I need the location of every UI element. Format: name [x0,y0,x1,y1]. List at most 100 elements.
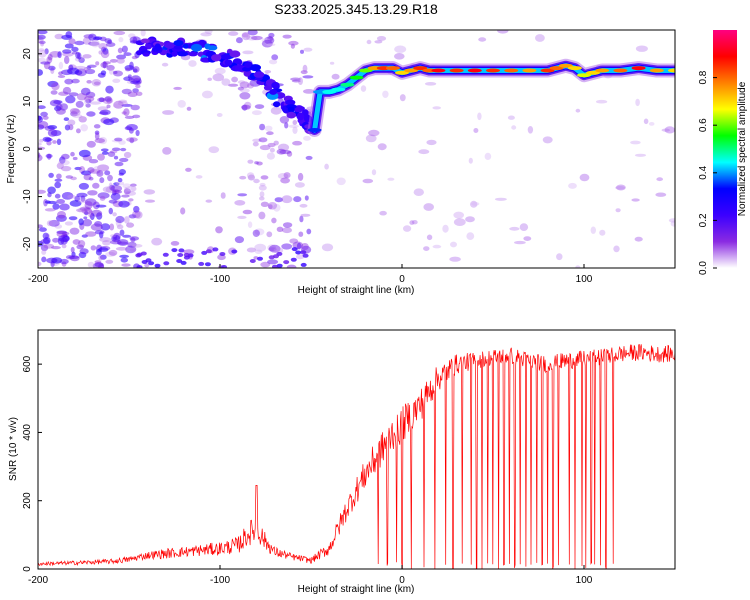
snr-frame [37,329,676,570]
noise-speckle [273,140,279,146]
noise-speckle [291,79,301,83]
noise-speckle [98,111,109,115]
noise-speckle [590,226,596,234]
noise-speckle [41,249,47,255]
noise-speckle [123,76,133,81]
noise-speckle [135,253,142,258]
noise-speckle [305,155,313,160]
noise-speckle [271,54,279,61]
noise-speckle [247,30,258,36]
noise-speckle [48,219,60,227]
noise-speckle [409,220,415,225]
noise-speckle [84,201,93,210]
noise-speckle [61,192,74,200]
noise-speckle [271,217,277,224]
noise-speckle [180,260,187,265]
ridge-point [340,82,355,87]
noise-speckle [331,73,340,80]
noise-speckle [204,262,211,267]
noise-speckle [70,246,75,253]
noise-speckle [303,47,313,52]
noise-speckle [90,212,95,221]
noise-speckle [46,257,58,264]
noise-speckle [98,255,103,261]
noise-speckle [123,108,130,116]
noise-speckle [50,246,61,250]
diagonal-feature-blob [269,89,278,95]
noise-speckle [294,182,305,188]
x-tick-label: -100 [210,274,230,285]
noise-speckle [299,203,308,208]
noise-speckle [50,90,58,95]
noise-speckle [94,130,100,135]
noise-speckle [129,248,136,252]
ridge-point [307,128,322,132]
noise-speckle [231,249,238,254]
noise-speckle [94,138,106,144]
noise-speckle [170,241,180,246]
noise-speckle [56,230,68,238]
colorbar-ticks: 0.0 0.2 0.4 0.6 0.8 [698,70,717,275]
noise-speckle [126,222,135,228]
noise-speckle [58,91,69,96]
x-tick-label: 0 [399,575,405,586]
noise-speckle [103,118,115,126]
noise-speckle [183,255,190,260]
noise-speckle [83,67,89,72]
diagonal-feature-blob [286,111,297,119]
noise-speckle [471,202,480,206]
noise-speckle [251,35,263,41]
ridge-point [504,68,519,73]
noise-speckle [453,211,465,219]
noise-speckle [94,230,105,235]
noise-speckle [135,129,140,137]
noise-speckle [70,151,75,157]
noise-speckle [38,69,43,76]
noise-speckle [247,221,253,228]
noise-speckle [664,126,675,134]
noise-speckle [47,80,59,88]
noise-speckle [81,170,92,176]
noise-speckle [154,263,161,268]
noise-speckle [126,137,138,143]
noise-speckle [634,153,647,157]
noise-speckle [56,230,67,235]
noise-speckle [286,151,293,157]
noise-speckle [38,224,43,228]
noise-speckle [61,243,67,249]
noise-speckle [272,264,278,268]
ridge-point [413,66,428,71]
noise-speckle [78,240,86,248]
noise-speckle [130,237,136,243]
noise-speckle [76,244,84,250]
noise-speckle [130,183,137,187]
noise-speckle [579,173,590,182]
colorbar-tick-label: 0.2 [698,213,709,227]
diagonal-feature-blob [142,52,150,57]
noise-speckle [135,91,143,97]
noise-speckle [293,196,302,203]
noise-speckle [473,128,479,133]
spectrogram-heatmap [38,30,675,268]
noise-speckle [110,193,121,201]
noise-speckle [302,253,309,258]
noise-speckle [631,198,640,202]
noise-speckle [259,182,266,187]
noise-speckle [282,227,292,234]
noise-speckle [113,103,121,108]
noise-speckle [107,174,113,182]
noise-speckle [220,192,226,199]
noise-speckle [297,172,304,181]
noise-speckle [47,53,53,61]
x-tick-label: -200 [28,575,48,586]
noise-speckle [86,66,92,70]
noise-speckle [268,255,275,260]
noise-speckle [116,57,125,64]
ridge-point [449,68,464,73]
x-tick-label: -100 [210,575,230,586]
noise-speckle [290,43,295,49]
ridge-point [613,68,628,73]
spectrogram-x-axis-label: Height of straight line (km) [298,285,415,296]
spectrogram-y-axis-label: Frequency (Hz) [6,115,17,184]
noise-speckle [76,128,81,134]
